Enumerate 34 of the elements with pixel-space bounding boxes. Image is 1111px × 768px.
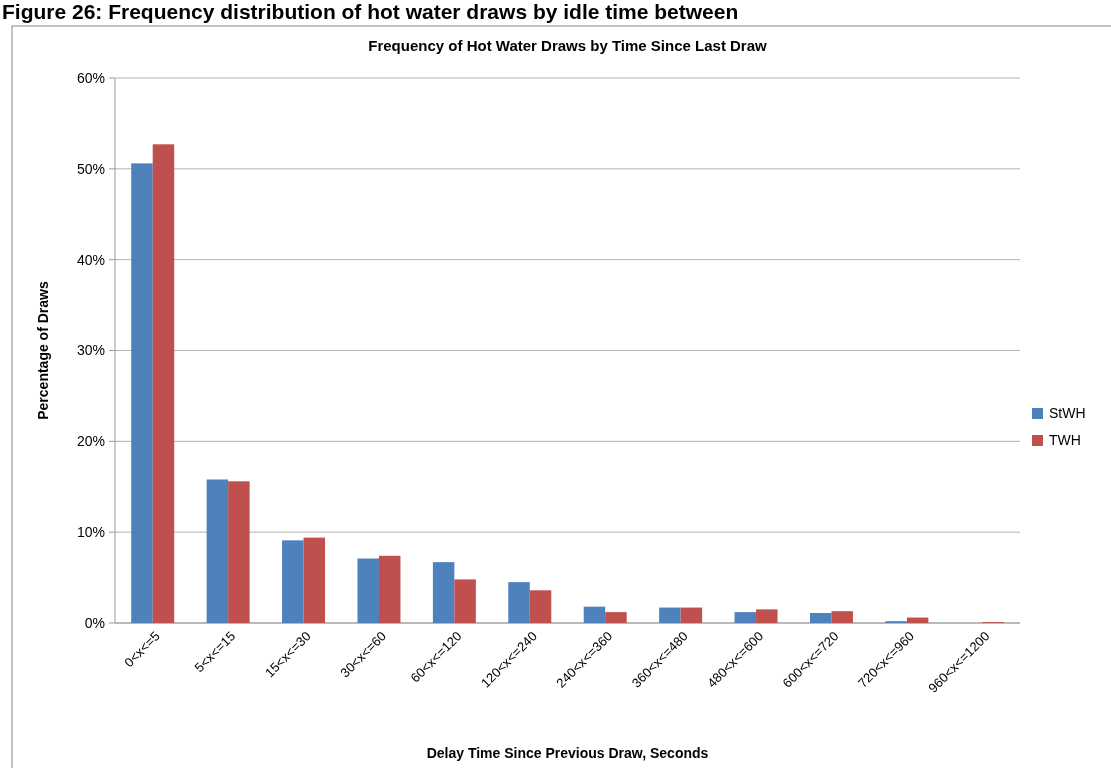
bar (303, 537, 326, 623)
bar (228, 481, 250, 623)
bar (357, 558, 379, 623)
y-tick-label: 0% (84, 614, 105, 631)
y-tick-label: 10% (76, 524, 105, 541)
legend-label: TWH (1049, 432, 1081, 449)
bar (432, 562, 455, 623)
y-axis-title: Percentage of Draws (35, 281, 51, 420)
bar (282, 540, 304, 623)
bar (659, 607, 681, 623)
bar (152, 144, 175, 623)
legend-label: StWH (1049, 405, 1086, 422)
y-tick-label: 40% (76, 251, 105, 268)
y-tick-label: 20% (76, 433, 105, 450)
bar (906, 617, 929, 623)
chart-subtitle: Figure 26: Frequency distribution of hot water draws by idle time between (2, 0, 739, 23)
bar (378, 555, 401, 623)
bar (831, 611, 853, 623)
bar (454, 579, 476, 623)
x-axis-title: Delay Time Since Previous Draw, Seconds (426, 745, 709, 761)
bar (680, 607, 703, 623)
bar (131, 163, 153, 623)
y-tick-label: 30% (76, 342, 105, 359)
y-tick-label: 60% (76, 69, 105, 86)
chart-title: Frequency of Hot Water Draws by Time Since Last Draw (368, 37, 768, 54)
bar (508, 582, 530, 623)
bar (605, 612, 627, 623)
bar (756, 609, 778, 623)
bar (529, 590, 552, 623)
y-tick-label: 50% (76, 160, 105, 177)
bar (583, 606, 606, 623)
bar (206, 479, 229, 623)
bar (809, 613, 832, 623)
bar (734, 612, 757, 623)
